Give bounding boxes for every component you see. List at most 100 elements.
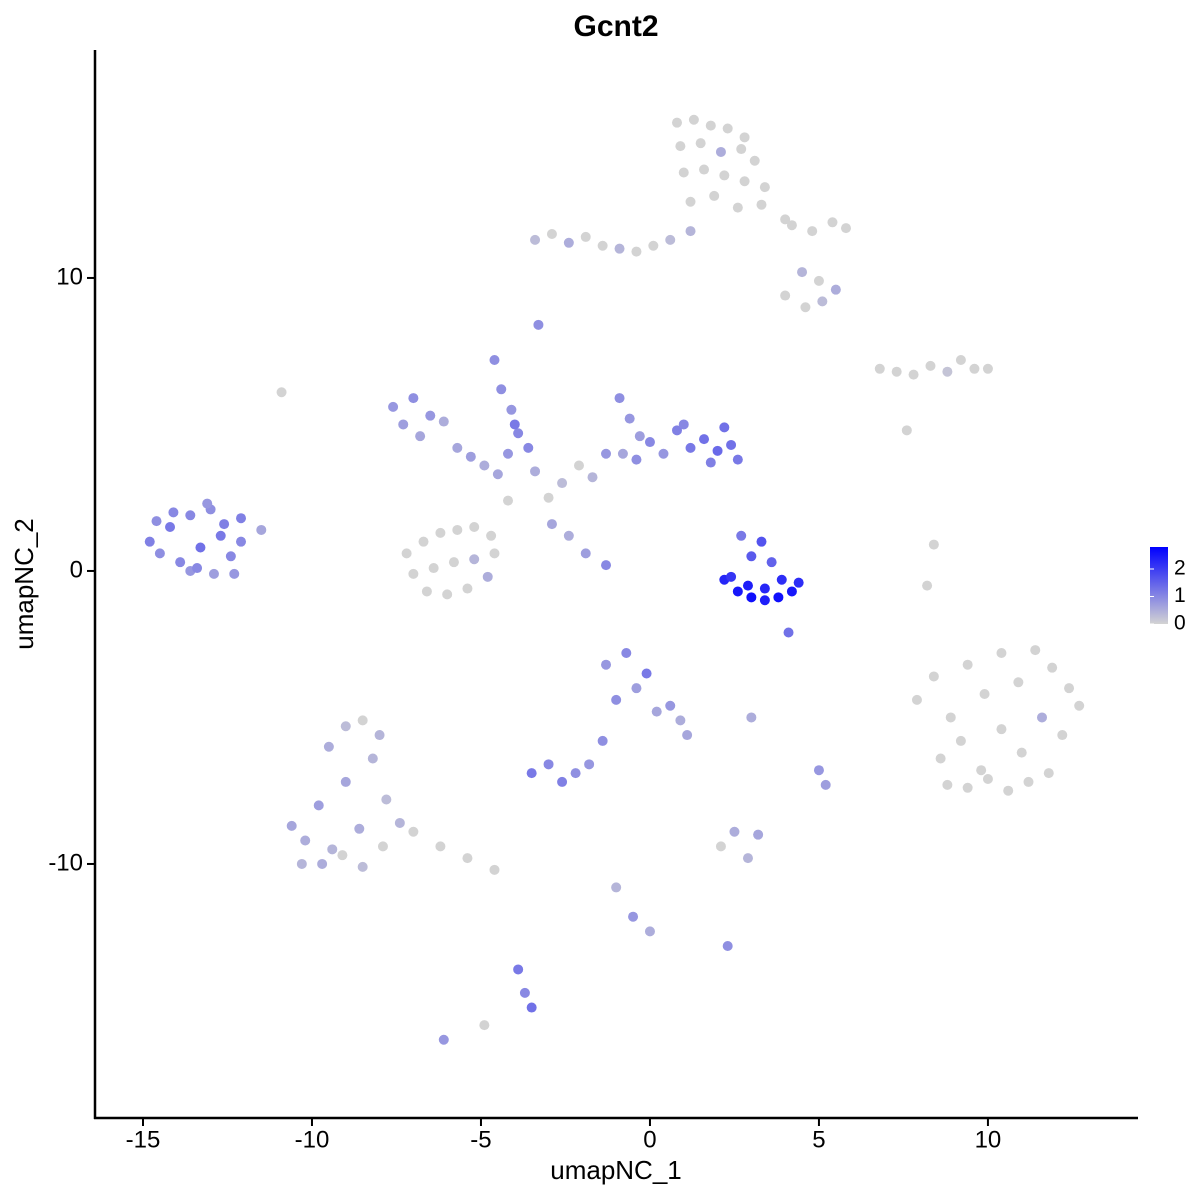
- cell-point: [746, 592, 757, 603]
- cell-point: [807, 226, 818, 237]
- cell-point: [685, 226, 696, 237]
- cell-point: [955, 735, 966, 746]
- cell-point: [435, 527, 446, 538]
- cell-point: [367, 753, 378, 764]
- cell-point: [229, 568, 240, 579]
- cell-point: [746, 551, 757, 562]
- cell-point: [729, 826, 740, 837]
- points: [144, 114, 1085, 1045]
- cell-point: [786, 586, 797, 597]
- cell-point: [543, 492, 554, 503]
- cell-point: [827, 217, 838, 228]
- cell-point: [486, 530, 497, 541]
- cell-point: [418, 536, 429, 547]
- cell-point: [573, 460, 584, 471]
- cell-point: [469, 554, 480, 565]
- cell-point: [256, 524, 267, 535]
- cell-point: [780, 214, 791, 225]
- cell-point: [742, 580, 753, 591]
- cell-point: [776, 574, 787, 585]
- cell-point: [438, 1034, 449, 1045]
- cell-point: [377, 841, 388, 852]
- cell-point: [570, 768, 581, 779]
- cell-point: [753, 829, 764, 840]
- cell-point: [712, 445, 723, 456]
- cell-point: [793, 577, 804, 588]
- cell-point: [901, 425, 912, 436]
- cell-point: [817, 296, 828, 307]
- cell-point: [533, 319, 544, 330]
- cell-point: [489, 864, 500, 875]
- cell-point: [465, 451, 476, 462]
- cell-point: [732, 202, 743, 213]
- cell-point: [415, 431, 426, 442]
- cell-point: [911, 694, 922, 705]
- cell-point: [236, 513, 247, 524]
- cell-point: [682, 730, 693, 741]
- cell-point: [732, 586, 743, 597]
- cell-point: [726, 571, 737, 582]
- cell-point: [614, 243, 625, 254]
- cell-point: [759, 182, 770, 193]
- cell-point: [996, 648, 1007, 659]
- cell-point: [624, 413, 635, 424]
- cell-point: [408, 826, 419, 837]
- cell-point: [695, 138, 706, 149]
- cell-point: [982, 773, 993, 784]
- x-tick-label: 5: [812, 1126, 825, 1153]
- cell-point: [337, 850, 348, 861]
- cell-point: [448, 557, 459, 568]
- colorbar: [1150, 547, 1168, 624]
- cell-point: [644, 437, 655, 448]
- cell-point: [530, 234, 541, 245]
- cell-point: [641, 668, 652, 679]
- cell-point: [340, 721, 351, 732]
- cell-point: [546, 519, 557, 530]
- cell-point: [557, 478, 568, 489]
- cell-point: [587, 472, 598, 483]
- cell-point: [144, 536, 155, 547]
- cell-point: [479, 1020, 490, 1031]
- cell-point: [719, 422, 730, 433]
- cell-point: [513, 428, 524, 439]
- cell-point: [165, 522, 176, 533]
- colorbar-tick-label: 2: [1174, 557, 1186, 580]
- cell-point: [1037, 712, 1048, 723]
- cell-point: [928, 539, 939, 550]
- cell-point: [678, 167, 689, 178]
- cell-point: [675, 141, 686, 152]
- cell-point: [1030, 645, 1041, 656]
- cell-point: [935, 753, 946, 764]
- cell-point: [925, 360, 936, 371]
- y-axis-label: umapNC_2: [9, 518, 39, 650]
- cell-point: [462, 853, 473, 864]
- cell-point: [1003, 785, 1014, 796]
- cell-point: [519, 987, 530, 998]
- cell-point: [398, 419, 409, 430]
- cell-point: [658, 448, 669, 459]
- cell-point: [601, 560, 612, 571]
- cell-point: [530, 466, 541, 477]
- cell-point: [820, 779, 831, 790]
- cell-point: [922, 580, 933, 591]
- cell-point: [996, 724, 1007, 735]
- cell-point: [634, 431, 645, 442]
- cell-point: [675, 715, 686, 726]
- cell-point: [401, 548, 412, 559]
- cell-point: [452, 442, 463, 453]
- cell-point: [563, 237, 574, 248]
- cell-point: [976, 765, 987, 776]
- cell-point: [1013, 677, 1024, 688]
- cell-point: [1057, 730, 1068, 741]
- x-tick-label: -15: [126, 1126, 161, 1153]
- cell-point: [374, 730, 385, 741]
- colorbar-tick-label: 1: [1174, 584, 1186, 607]
- cell-point: [665, 234, 676, 245]
- cell-point: [614, 393, 625, 404]
- cell-point: [1043, 768, 1054, 779]
- cell-point: [601, 448, 612, 459]
- cell-point: [955, 354, 966, 365]
- cell-point: [942, 779, 953, 790]
